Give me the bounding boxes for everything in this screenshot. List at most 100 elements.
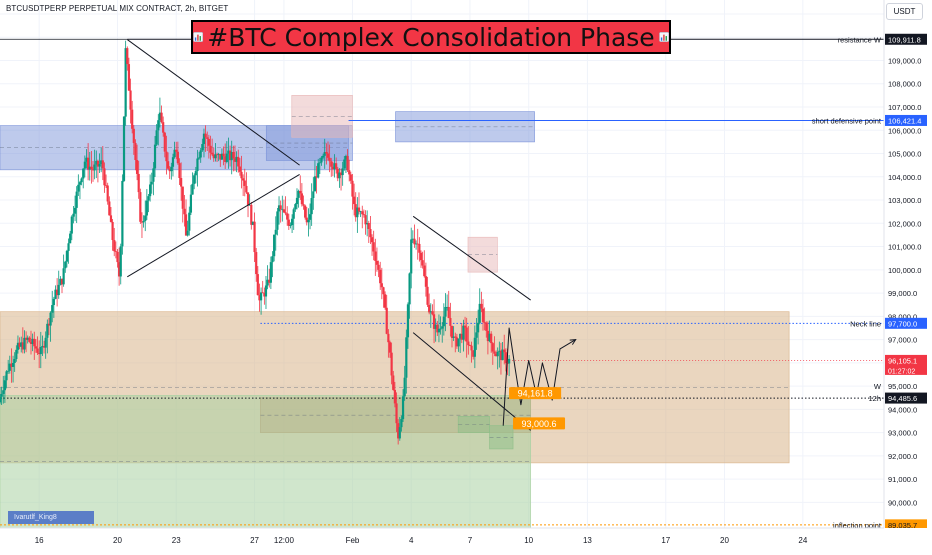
- y-tick-label: 104,000.0: [888, 173, 921, 182]
- candle-body: [227, 150, 230, 154]
- candle-body: [171, 157, 175, 167]
- candle-body: [470, 345, 473, 351]
- candle-body: [276, 211, 279, 230]
- candle-body: [446, 306, 449, 308]
- candle-body: [465, 327, 468, 342]
- candle-body: [91, 169, 95, 171]
- candle-body: [384, 294, 387, 308]
- candle-body: [135, 160, 139, 174]
- candle-body: [478, 303, 481, 323]
- candle-body: [326, 153, 330, 158]
- candle-body: [284, 212, 287, 214]
- candle-body: [207, 138, 210, 146]
- time-axis-background: [0, 528, 932, 550]
- axis-price-tag: [885, 317, 927, 329]
- price-callout-text: 93,000.6: [522, 419, 557, 429]
- candle-body: [166, 161, 170, 169]
- candle-body: [194, 171, 197, 176]
- currency-button[interactable]: USDT: [886, 3, 923, 20]
- candle-body: [142, 220, 145, 223]
- candle-body: [204, 133, 207, 138]
- candle-body: [450, 325, 454, 338]
- candle-body: [36, 348, 39, 353]
- candle-body: [211, 152, 214, 155]
- candle-body: [178, 163, 181, 178]
- candle-body: [397, 423, 400, 439]
- candle-body: [310, 198, 313, 215]
- candle-body: [183, 208, 186, 215]
- axis-price-tag: [885, 354, 927, 375]
- candle-body: [191, 183, 194, 195]
- candle-body: [38, 352, 41, 355]
- candle-body: [25, 337, 28, 340]
- candle-body: [506, 363, 509, 364]
- candle-body: [127, 64, 131, 91]
- candle-body: [439, 328, 442, 330]
- candle-body: [273, 234, 276, 257]
- candle-body: [54, 289, 57, 299]
- candle-body: [49, 312, 52, 326]
- candle-body: [344, 155, 348, 160]
- projection-path: [502, 327, 576, 426]
- hline-label: short defensive point: [812, 116, 882, 125]
- candle-body: [119, 246, 122, 277]
- candle-body: [189, 194, 193, 213]
- candle-body: [56, 289, 59, 296]
- wedge-upper-2: [412, 215, 531, 301]
- candle-body: [232, 151, 235, 159]
- candle-body: [253, 221, 256, 253]
- candle-body: [416, 243, 419, 245]
- candle-body: [302, 204, 305, 206]
- candle-body: [375, 260, 379, 265]
- candle-body: [72, 213, 75, 217]
- price-callout-text: 94,161.8: [518, 389, 553, 399]
- price-callout-box: [513, 417, 566, 430]
- candle-body: [483, 321, 486, 323]
- candle-body: [256, 274, 259, 296]
- candle-body: [0, 396, 2, 403]
- candle-body: [418, 243, 421, 253]
- candle-body: [157, 120, 160, 131]
- candle-body: [113, 240, 116, 252]
- candle-body: [78, 182, 82, 185]
- candle-body: [503, 349, 506, 353]
- candle-body: [109, 215, 113, 222]
- candle-body: [315, 176, 318, 178]
- candle-body: [277, 205, 281, 212]
- candle-body: [318, 162, 321, 164]
- candle-body: [201, 144, 204, 151]
- candle-body: [411, 238, 414, 240]
- candle-body: [11, 362, 15, 367]
- candle-body: [274, 229, 277, 235]
- candle-body: [15, 349, 18, 360]
- candle-body: [415, 243, 418, 245]
- candle-body: [282, 209, 286, 213]
- candle-body: [434, 324, 437, 329]
- candle-body: [93, 164, 96, 171]
- candle-body: [286, 213, 289, 220]
- candle-body: [188, 212, 191, 231]
- candle-body: [468, 345, 472, 346]
- candle-body: [406, 304, 410, 338]
- candle-body: [421, 260, 424, 266]
- candle-body: [504, 352, 507, 364]
- candle-body: [447, 306, 450, 318]
- candle-body: [243, 180, 246, 186]
- candle-body: [83, 161, 86, 169]
- y-tick-label: 108,000.0: [888, 80, 921, 89]
- candle-body: [106, 185, 109, 202]
- candle-body: [472, 350, 475, 357]
- candle-body: [149, 184, 152, 197]
- candle-body: [300, 193, 303, 205]
- candle-body: [339, 172, 343, 176]
- candle-body: [463, 325, 467, 328]
- candle-body: [85, 157, 88, 162]
- candle-body: [498, 350, 501, 352]
- candle-body: [202, 133, 206, 145]
- y-tick-label: 99,000.0: [888, 289, 917, 298]
- candle-body: [18, 342, 21, 347]
- candle-body: [455, 337, 458, 347]
- candle-body: [47, 323, 51, 326]
